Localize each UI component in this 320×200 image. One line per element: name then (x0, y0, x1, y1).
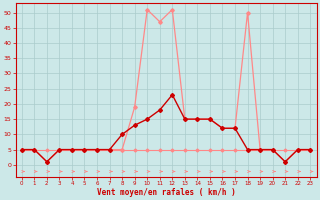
X-axis label: Vent moyen/en rafales ( km/h ): Vent moyen/en rafales ( km/h ) (97, 188, 236, 197)
